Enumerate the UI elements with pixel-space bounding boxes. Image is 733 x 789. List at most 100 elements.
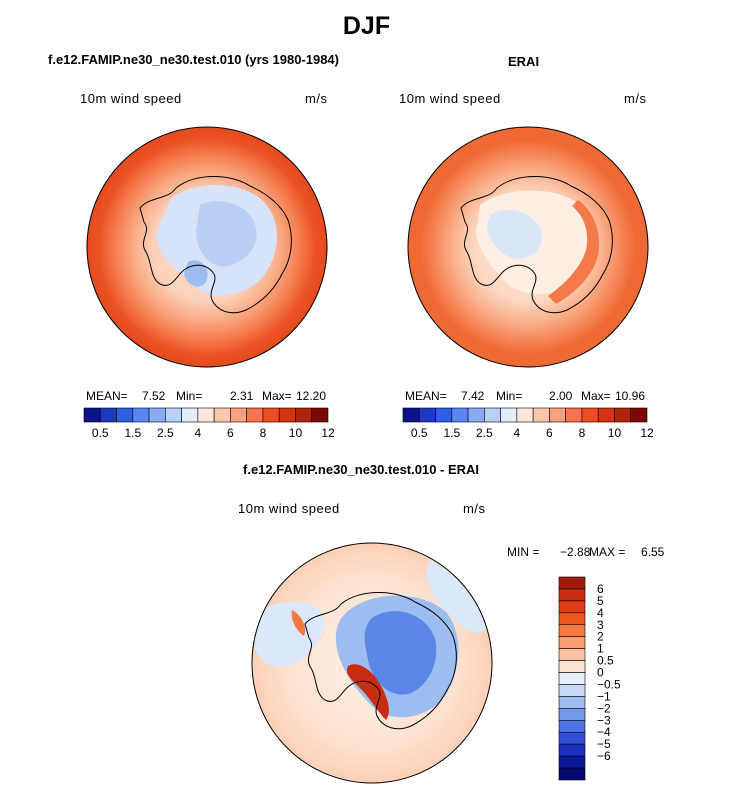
panel1-max-value: 12.20 bbox=[296, 389, 327, 403]
panel1-min-label: Min= bbox=[176, 389, 203, 403]
panel3-units: m/s bbox=[463, 501, 486, 516]
colorbar1-cell bbox=[278, 407, 296, 423]
colorbar1-tick-label: 12 bbox=[321, 426, 335, 440]
panel3-min-label: MIN = bbox=[507, 545, 540, 559]
colorbar1-cell bbox=[246, 407, 264, 423]
figure-title: DJF bbox=[342, 12, 391, 40]
colorbar2-tick-label: 2.5 bbox=[476, 426, 493, 440]
panel1-units: m/s bbox=[305, 91, 328, 106]
colorbar2-tick-label: 4 bbox=[514, 426, 521, 440]
colorbar2-cell bbox=[597, 407, 615, 423]
panel3-ross-high bbox=[346, 664, 389, 720]
colorbar1-tick-label: 6 bbox=[227, 426, 234, 440]
colorbar3-tick-label: −2 bbox=[597, 701, 611, 715]
colorbar3-cell bbox=[558, 696, 586, 709]
colorbar2-cell bbox=[500, 407, 518, 423]
colorbar2-cell bbox=[435, 407, 453, 423]
colorbar1-cell bbox=[230, 407, 247, 423]
panel1-mean-label: MEAN= bbox=[86, 389, 128, 403]
panel1-min-value: 2.31 bbox=[230, 389, 254, 403]
colorbar3-cell bbox=[558, 660, 586, 673]
panel2-mean-label: MEAN= bbox=[405, 389, 447, 403]
panel2-interior-low bbox=[487, 209, 542, 259]
panel3-map-border bbox=[251, 542, 493, 784]
colorbar2-tick-label: 8 bbox=[579, 426, 586, 440]
panel2-min-label: Min= bbox=[496, 389, 523, 403]
colorbar1-tick-label: 8 bbox=[260, 426, 267, 440]
colorbar3-tick-label: −6 bbox=[597, 749, 611, 763]
colorbar3-cell bbox=[558, 672, 586, 685]
colorbar1-cell bbox=[83, 407, 101, 423]
panel2-coast bbox=[460, 176, 613, 314]
colorbar2-cell bbox=[418, 407, 436, 423]
panel1-variable: 10m wind speed bbox=[80, 91, 182, 106]
panel3-max-label: MAX = bbox=[589, 545, 626, 559]
panel3-title: f.e12.FAMIP.ne30_ne30.test.010 - ERAI bbox=[243, 462, 480, 477]
panel3-interior-lower bbox=[364, 611, 437, 695]
panel3-map bbox=[252, 543, 492, 783]
colorbar2-cell bbox=[614, 407, 632, 423]
panel2-map bbox=[408, 127, 648, 367]
colorbar1-cell bbox=[213, 407, 231, 423]
panel3-peninsula-high bbox=[291, 610, 306, 636]
colorbar3-cell bbox=[558, 731, 586, 745]
colorbar1-tick-label: 0.5 bbox=[92, 426, 109, 440]
panel2-max-value: 10.96 bbox=[615, 389, 646, 403]
colorbar1-tick-label: 10 bbox=[289, 426, 303, 440]
colorbar2-cell bbox=[565, 407, 583, 423]
colorbar2-cell bbox=[516, 407, 534, 423]
colorbar3-cell bbox=[558, 636, 586, 649]
panel3-ocean-low-right bbox=[426, 560, 486, 633]
colorbar2-cell bbox=[532, 407, 550, 423]
colorbar2-cell bbox=[467, 407, 485, 423]
colorbar1-cell bbox=[311, 407, 329, 423]
panel2-variable: 10m wind speed bbox=[399, 91, 501, 106]
colorbar3-tick-label: −0.5 bbox=[597, 677, 621, 691]
colorbar3-cell bbox=[558, 743, 586, 757]
colorbar3-cell bbox=[558, 588, 586, 602]
colorbar3-tick-label: −4 bbox=[597, 725, 611, 739]
panel2-map-border bbox=[407, 126, 649, 368]
colorbar3-cell bbox=[558, 648, 586, 661]
colorbar3-tick-label: 6 bbox=[597, 582, 604, 596]
panel3-min-value: −2.88 bbox=[560, 545, 591, 559]
colorbar-panel1: 0.5 1.5 2.5 4 6 8 10 12 bbox=[83, 407, 335, 440]
colorbar2-cell bbox=[484, 407, 501, 423]
colorbar3-cell bbox=[558, 767, 586, 781]
colorbar2-cell bbox=[402, 407, 420, 423]
colorbar3-tick-label: 3 bbox=[597, 618, 604, 632]
colorbar1-cell bbox=[262, 407, 280, 423]
colorbar3-tick-label: 5 bbox=[597, 594, 604, 608]
colorbar2-cell bbox=[451, 407, 469, 423]
colorbar1-cell bbox=[165, 407, 182, 423]
colorbar2-tick-label: 6 bbox=[546, 426, 553, 440]
colorbar3-tick-label: 2 bbox=[597, 630, 604, 644]
colorbar2-tick-label: 12 bbox=[640, 426, 654, 440]
colorbar3-tick-label: 0 bbox=[597, 666, 604, 680]
colorbar3-tick-label: −1 bbox=[597, 689, 611, 703]
colorbar2-cell bbox=[581, 407, 599, 423]
colorbar1-cell bbox=[197, 407, 215, 423]
panel3-ocean-low-left bbox=[252, 601, 324, 667]
colorbar1-cell bbox=[181, 407, 199, 423]
panel2-mean-value: 7.42 bbox=[461, 389, 485, 403]
panel3-variable: 10m wind speed bbox=[238, 501, 340, 516]
colorbar3-cell bbox=[558, 755, 586, 769]
colorbar3-tick-label: −5 bbox=[597, 737, 611, 751]
panel1-interior-lower bbox=[196, 201, 257, 267]
panel2-min-value: 2.00 bbox=[549, 389, 573, 403]
colorbar2-tick-label: 1.5 bbox=[443, 426, 460, 440]
panel1-title: f.e12.FAMIP.ne30_ne30.test.010 (yrs 1980… bbox=[48, 52, 339, 67]
panel3-max-value: 6.55 bbox=[641, 545, 665, 559]
colorbar1-cell bbox=[132, 407, 150, 423]
panel2-coastal-high bbox=[548, 200, 600, 304]
panel2-max-label: Max= bbox=[581, 389, 611, 403]
colorbar1-tick-label: 4 bbox=[195, 426, 202, 440]
colorbar3-cell bbox=[558, 719, 586, 733]
panel2-units: m/s bbox=[624, 91, 647, 106]
colorbar3-tick-label: 0.5 bbox=[597, 654, 614, 668]
panel1-coast bbox=[139, 176, 292, 314]
colorbar2-tick-label: 0.5 bbox=[411, 426, 428, 440]
panel1-mean-value: 7.52 bbox=[142, 389, 166, 403]
